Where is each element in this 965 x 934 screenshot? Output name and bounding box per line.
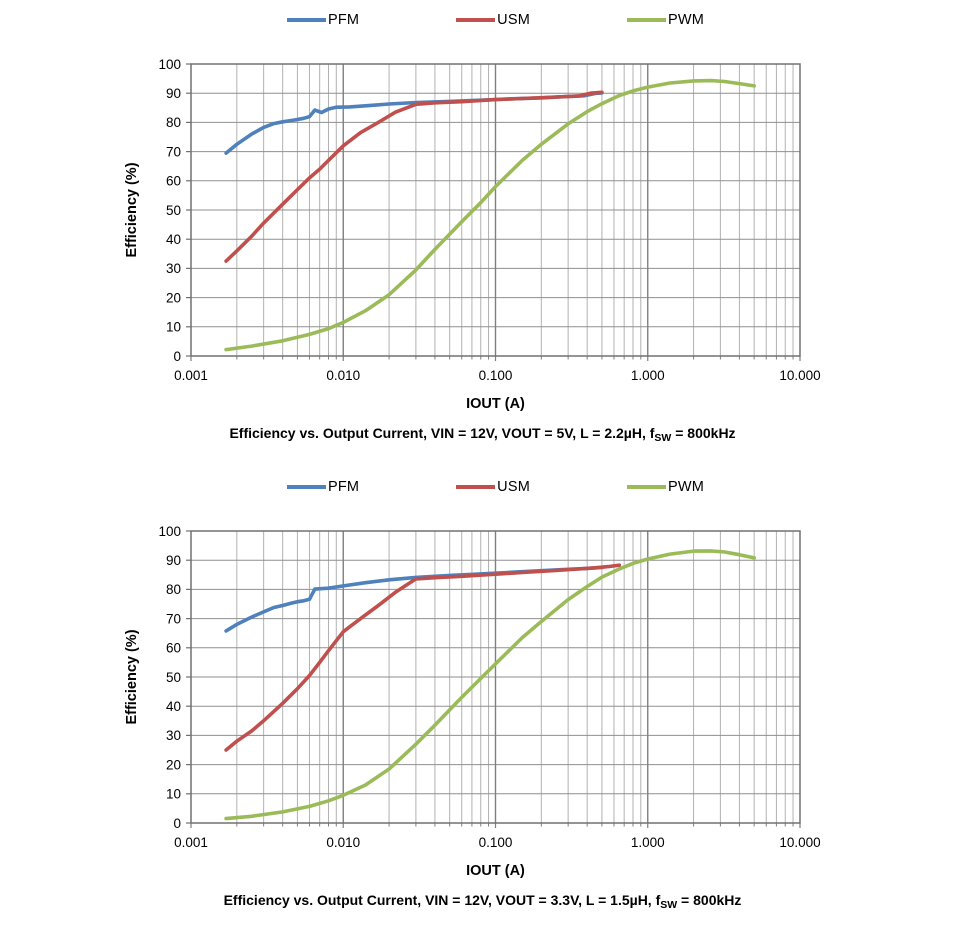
legend-line-pwm-icon — [627, 485, 666, 489]
efficiency-plot-vout-5v: 0 10 20 30 40 50 60 70 80 90 100 0.001 0.010 0.100 1.0… — [124, 57, 821, 412]
x-tick-label: 1.000 — [631, 368, 665, 383]
grid-major — [190, 531, 801, 828]
legend-label-pfm: PFM — [327, 479, 360, 495]
y-tick-label: 60 — [166, 641, 181, 656]
legend-line-pfm-icon — [286, 485, 326, 489]
y-tick-label: 100 — [158, 524, 181, 539]
legend-label-usm: USM — [497, 12, 530, 28]
grid-minor — [236, 64, 794, 360]
x-axis-title: IOUT (A) — [466, 396, 525, 412]
y-tick-label: 90 — [166, 86, 181, 101]
x-tick-label: 10.000 — [779, 835, 820, 850]
caption-text: Efficiency vs. Output Current, VIN = 12V… — [223, 892, 661, 908]
x-tick-label: 0.010 — [326, 368, 360, 383]
y-tick-label: 90 — [166, 553, 181, 568]
y-tick-label: 10 — [166, 787, 181, 802]
caption-suffix: = 800kHz — [677, 892, 742, 908]
x-tick-label: 0.100 — [479, 368, 513, 383]
x-axis-title: IOUT (A) — [466, 863, 525, 879]
legend-item-pfm: PFM — [286, 12, 360, 28]
series-line-pwm — [224, 78, 757, 352]
y-tick-label: 50 — [166, 670, 181, 685]
chart-legend: PFM USM PWM — [191, 479, 800, 495]
legend-item-pwm: PWM — [627, 479, 704, 495]
y-tick-label: 0 — [173, 349, 181, 364]
chart-caption-vout-3v3: Efficiency vs. Output Current, VIN = 12V… — [0, 892, 965, 911]
grid-minor — [236, 531, 794, 827]
x-tick-label: 1.000 — [631, 835, 665, 850]
legend-label-usm: USM — [497, 479, 530, 495]
y-tick-label: 100 — [158, 57, 181, 72]
y-tick-label: 80 — [166, 582, 181, 597]
y-axis: 0 10 20 30 40 50 60 70 80 90 100 — [158, 524, 191, 831]
legend-label-pfm: PFM — [327, 12, 360, 28]
grid-major — [190, 64, 801, 361]
caption-subscript: SW — [654, 432, 672, 444]
chart-section-vout-5v: PFM USM PWM 0 10 20 30 40 50 60 70 80 90 100 0.001 0… — [0, 12, 965, 444]
y-tick-label: 70 — [166, 144, 181, 159]
chart-caption-vout-5v: Efficiency vs. Output Current, VIN = 12V… — [0, 425, 965, 444]
y-axis-title: Efficiency (%) — [124, 629, 140, 724]
series-line-usm — [224, 90, 604, 263]
legend-line-usm-icon — [456, 485, 496, 489]
y-tick-label: 40 — [166, 232, 181, 247]
y-tick-label: 80 — [166, 115, 181, 130]
x-tick-label: 0.100 — [479, 835, 513, 850]
y-tick-label: 20 — [166, 290, 181, 305]
legend-line-pfm-icon — [286, 18, 326, 22]
legend-item-usm: USM — [456, 479, 530, 495]
y-tick-label: 30 — [166, 728, 181, 743]
y-tick-label: 40 — [166, 699, 181, 714]
x-tick-label: 10.000 — [779, 368, 820, 383]
y-tick-label: 0 — [173, 816, 181, 831]
y-axis-title: Efficiency (%) — [124, 162, 140, 257]
x-axis: 0.001 0.010 0.100 1.000 10.000 — [174, 835, 821, 850]
x-tick-label: 0.001 — [174, 368, 208, 383]
series-line-usm — [224, 563, 622, 752]
caption-suffix: = 800kHz — [671, 425, 736, 441]
x-axis: 0.001 0.010 0.100 1.000 10.000 — [174, 368, 821, 383]
legend-item-usm: USM — [456, 12, 530, 28]
chart-section-vout-3v3: PFM USM PWM 0 10 20 30 40 50 60 70 80 90 100 0.001 0… — [0, 467, 965, 934]
efficiency-plot-vout-3v3: 0 10 20 30 40 50 60 70 80 90 100 0.001 0.010 0.100 1.0… — [124, 524, 821, 879]
legend-label-pwm: PWM — [668, 479, 705, 495]
legend-item-pfm: PFM — [286, 479, 360, 495]
series-line-pwm — [224, 549, 757, 821]
legend-line-usm-icon — [456, 18, 496, 22]
chart-legend: PFM USM PWM — [191, 12, 800, 28]
y-tick-label: 20 — [166, 757, 181, 772]
y-axis: 0 10 20 30 40 50 60 70 80 90 100 — [158, 57, 191, 364]
y-tick-label: 50 — [166, 203, 181, 218]
x-tick-label: 0.001 — [174, 835, 208, 850]
legend-label-pwm: PWM — [668, 12, 705, 28]
caption-subscript: SW — [660, 899, 678, 911]
legend-line-pwm-icon — [627, 18, 666, 22]
y-tick-label: 60 — [166, 174, 181, 189]
y-tick-label: 70 — [166, 611, 181, 626]
y-tick-label: 30 — [166, 261, 181, 276]
legend-item-pwm: PWM — [627, 12, 704, 28]
caption-text: Efficiency vs. Output Current, VIN = 12V… — [229, 425, 655, 441]
y-tick-label: 10 — [166, 320, 181, 335]
x-tick-label: 0.010 — [326, 835, 360, 850]
